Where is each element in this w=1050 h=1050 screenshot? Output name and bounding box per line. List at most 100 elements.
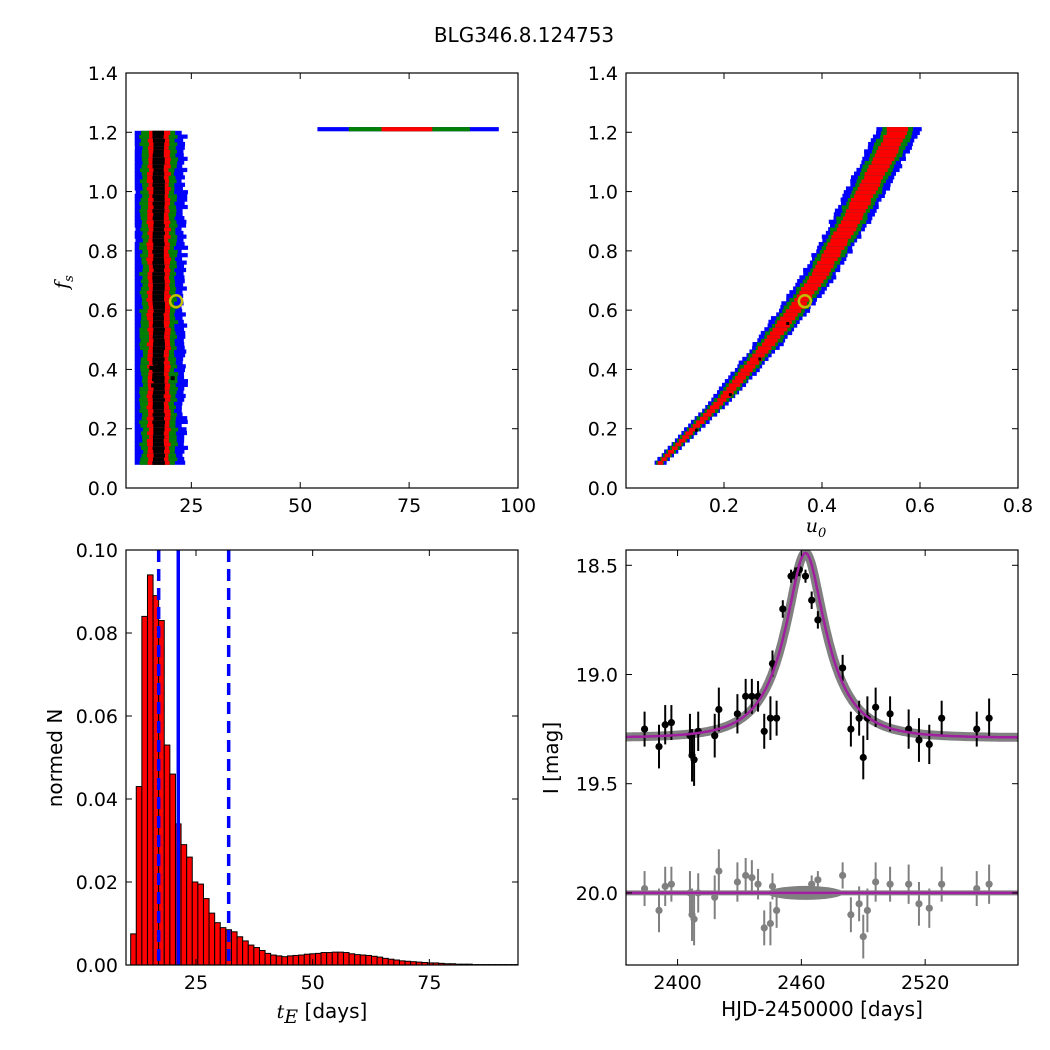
- heat-cell-black: [153, 141, 165, 147]
- heat-cell-black: [153, 379, 165, 384]
- heat-cell-black: [152, 290, 165, 295]
- histogram-bar: [186, 856, 193, 966]
- heat-cell-red: [871, 160, 892, 165]
- heat-cell-red: [726, 386, 737, 391]
- heat-cell-black: [152, 393, 164, 399]
- histogram-bar: [281, 956, 288, 966]
- heat-cell-black: [153, 390, 165, 395]
- heat-cell-black-speck: [149, 365, 154, 370]
- data-point: [925, 740, 933, 748]
- residual-point: [855, 900, 863, 908]
- fs-te-ytick-label: 1.0: [88, 182, 118, 204]
- histogram-bar: [236, 936, 244, 966]
- histogram-bar: [208, 912, 216, 966]
- data-point: [985, 714, 993, 722]
- heat-cell-red: [864, 171, 886, 176]
- data-point: [655, 742, 663, 751]
- histogram-bar: [314, 952, 322, 966]
- histogram-bar: [320, 952, 328, 966]
- heat-cell-red: [868, 164, 890, 169]
- histogram-bar: [253, 947, 260, 966]
- heat-cell-black: [153, 186, 165, 191]
- heat-cell-black-speck: [786, 322, 790, 325]
- heat-cell-red: [696, 419, 705, 425]
- histogram-bar: [382, 957, 389, 966]
- heat-cell-red: [846, 208, 866, 213]
- data-point: [779, 605, 787, 613]
- heat-cell-black: [152, 275, 165, 280]
- heat-cell-red: [749, 356, 763, 362]
- fs-vs-te-panel: 25 50 75 100 0.0 0.2 0.4 0.6 0.8 1.0 1.2 1.4 fs: [51, 63, 536, 517]
- heat-cell-black: [152, 208, 165, 213]
- heat-cell-black: [152, 434, 165, 439]
- te-hist-ytick-label: 0.08: [76, 623, 118, 645]
- histogram-bar: [247, 944, 255, 966]
- heat-cell-black: [153, 256, 164, 261]
- histogram-bar: [387, 958, 395, 966]
- heat-cell-black: [153, 338, 165, 343]
- fs-u0-xtick-label: 0.8: [1003, 495, 1033, 517]
- heat-cell-red: [785, 308, 802, 313]
- data-point: [773, 714, 781, 722]
- heat-cell-red: [817, 260, 835, 265]
- residual-point: [925, 904, 933, 912]
- heat-cell-red: [699, 416, 708, 421]
- residual-point: [690, 915, 698, 923]
- data-point: [915, 736, 923, 744]
- heat-cell-black: [152, 264, 165, 269]
- heat-cell-black-speck: [758, 357, 762, 361]
- te-hist-ytick-label: 0.10: [76, 540, 118, 562]
- heat-cell-red: [713, 401, 724, 406]
- heat-cell-red: [849, 201, 871, 206]
- light-curve-ylabel: I [mag]: [539, 722, 563, 794]
- fs-vs-u0-panel: 0.2 0.4 0.6 0.8 0.0 0.2 0.4 0.6 0.8 1.0 1.2 1.4 u0: [588, 63, 1033, 541]
- heat-cell-red: [678, 438, 686, 443]
- fs-te-ytick-label: 1.2: [88, 122, 118, 144]
- fs-u0-xtick-label: 0.2: [709, 495, 739, 517]
- heat-cell-red: [883, 134, 906, 139]
- data-point: [711, 732, 719, 740]
- heat-cell-red: [752, 353, 765, 358]
- heat-cell-black: [153, 453, 165, 458]
- residual-point: [839, 871, 847, 880]
- te-histogram-panel: 25 50 750.000.020.040.060.080.10 normed N …: [43, 540, 519, 1028]
- heat-cell-red: [671, 445, 678, 450]
- light-curve-axes: 2400 2460 2520 18.5 19.0 19.5 20.0: [576, 550, 1018, 994]
- heat-cell-black: [152, 301, 165, 306]
- heat-cell-red: [789, 304, 805, 310]
- residual-point: [667, 880, 675, 888]
- heat-cell-red: [801, 286, 818, 291]
- heat-cell-black: [152, 419, 166, 425]
- light-curve-panel: 2400 2460 2520 18.5 19.0 19.5 20.0 I [mag] HJD…: [539, 549, 1019, 1021]
- heat-cell-black: [152, 286, 165, 291]
- heat-cell-red: [682, 434, 690, 439]
- heat-cell-red: [874, 153, 897, 158]
- heat-cell-black: [152, 175, 164, 180]
- heat-cell-red: [740, 367, 753, 373]
- heat-cell-red: [809, 275, 827, 280]
- heat-cell-red: [685, 430, 693, 436]
- heat-cell-red: [732, 379, 744, 384]
- heat-cell-black: [153, 167, 164, 173]
- data-point: [808, 596, 816, 604]
- histogram-bar: [354, 954, 361, 966]
- heat-cell-black: [153, 197, 165, 202]
- heat-cell-black: [152, 297, 165, 302]
- heat-cell-red: [706, 408, 716, 413]
- histogram-bar: [303, 953, 311, 966]
- heat-cell-black: [153, 241, 165, 247]
- heat-cell-red: [848, 204, 868, 210]
- heat-cell-black-speck: [170, 376, 175, 381]
- heat-cell-red: [830, 238, 848, 243]
- heat-cell-red: [886, 130, 908, 136]
- data-point: [938, 714, 946, 722]
- fs-vs-u0-heatmap: [654, 127, 922, 465]
- heat-cell-black: [152, 234, 164, 239]
- heat-cell-black: [152, 356, 165, 362]
- heat-cell-black: [153, 319, 164, 324]
- te-histogram-bars: [130, 550, 518, 966]
- fs-u0-xtick-label: 0.6: [905, 495, 935, 517]
- histogram-bar: [393, 959, 400, 966]
- histogram-bar: [298, 954, 305, 966]
- heat-cell-black: [152, 249, 164, 254]
